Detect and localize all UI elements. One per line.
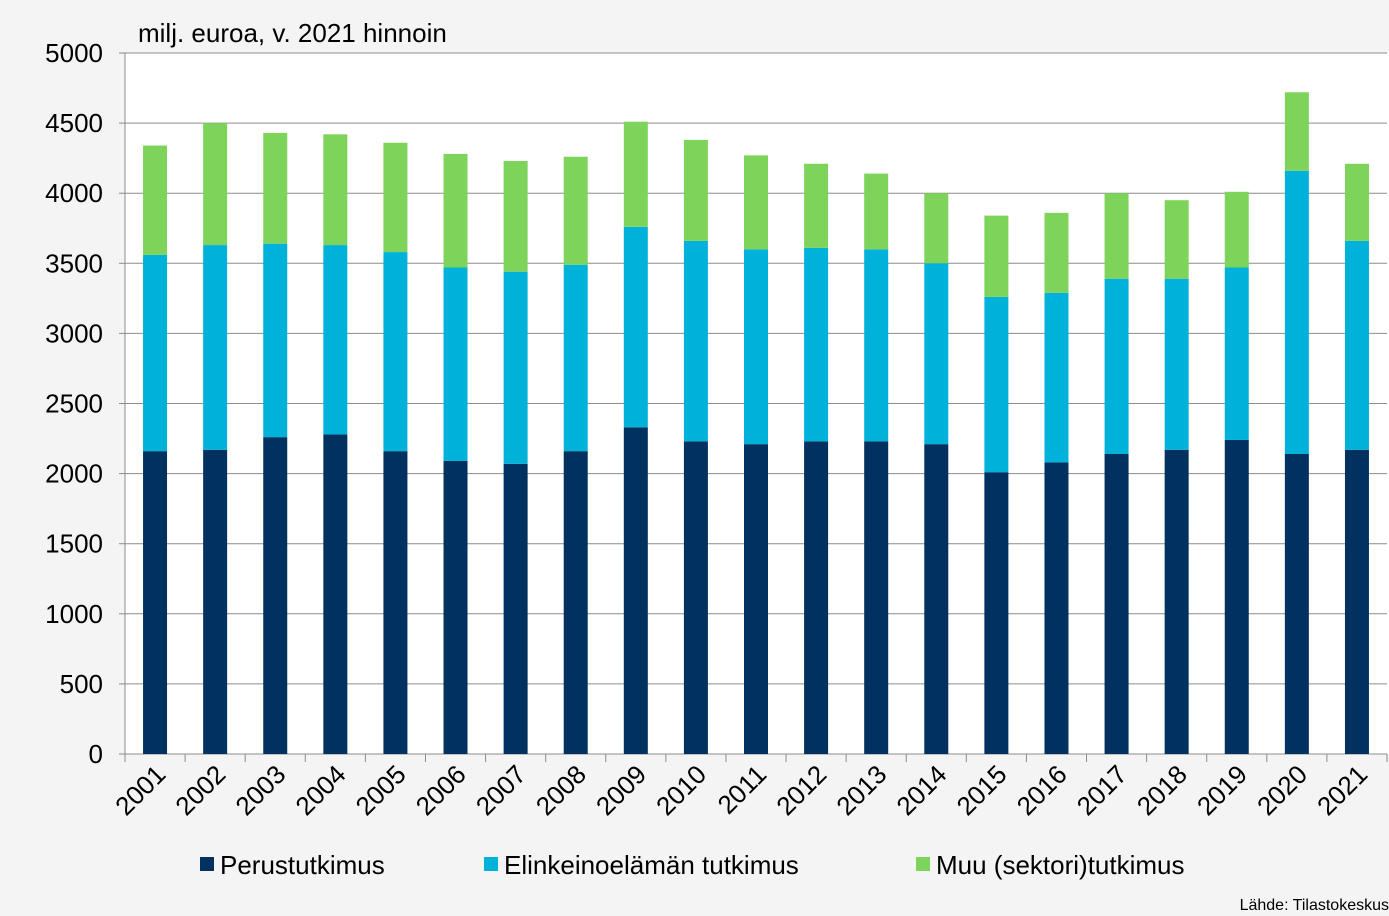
bar-segment <box>1224 267 1249 440</box>
bar-segment <box>503 160 528 272</box>
y-tick-label: 1500 <box>45 529 103 559</box>
bar-segment <box>1284 170 1309 454</box>
bar-segment <box>623 226 648 428</box>
bar-segment <box>1044 292 1069 463</box>
bar-segment <box>1104 453 1129 754</box>
bar-segment <box>563 264 588 452</box>
y-tick-label: 4000 <box>45 178 103 208</box>
bar-segment <box>1164 278 1189 450</box>
bar-segment <box>924 263 949 445</box>
y-tick-label: 2000 <box>45 459 103 489</box>
bar-segment <box>984 215 1009 297</box>
bar-segment <box>383 142 408 253</box>
bar-segment <box>683 139 708 241</box>
bar-segment <box>623 427 648 754</box>
bar-segment <box>804 247 829 442</box>
legend-label: Muu (sektori)tutkimus <box>936 850 1185 880</box>
bar-segment <box>503 463 528 754</box>
bar-segment <box>503 271 528 464</box>
bar-segment <box>1104 193 1129 279</box>
bar-segment <box>383 252 408 452</box>
bar-segment <box>563 451 588 754</box>
bar-segment <box>263 132 288 244</box>
legend-label: Elinkeinoelämän tutkimus <box>504 850 799 880</box>
bar-segment <box>1044 212 1069 293</box>
bar-segment <box>1344 449 1369 754</box>
bar-segment <box>864 249 889 442</box>
bar-segment <box>383 451 408 754</box>
y-tick-label: 4500 <box>45 108 103 138</box>
bar-segment <box>1164 200 1189 279</box>
bar-segment <box>984 296 1009 473</box>
bar-segment <box>323 245 348 435</box>
bar-segment <box>1284 92 1309 171</box>
y-tick-label: 5000 <box>45 38 103 68</box>
bar-segment <box>1104 278 1129 454</box>
bar-segment <box>443 267 468 461</box>
legend-swatch <box>916 857 930 871</box>
bar-segment <box>744 155 768 250</box>
legend-label: Perustutkimus <box>220 850 385 880</box>
bar-segment <box>744 444 768 754</box>
bar-segment <box>1284 453 1309 754</box>
bar-segment <box>924 444 949 754</box>
bar-segment <box>924 193 949 264</box>
legend-swatch <box>200 857 214 871</box>
bar-segment <box>683 240 708 442</box>
y-tick-label: 3500 <box>45 248 103 278</box>
bar-segment <box>623 121 648 227</box>
bar-segment <box>1044 462 1069 754</box>
bar-segment <box>203 123 228 246</box>
bar-segment <box>203 245 228 450</box>
bar-segment <box>984 472 1009 754</box>
y-tick-label: 0 <box>89 739 103 769</box>
bar-segment <box>263 243 288 438</box>
bar-segment <box>864 441 889 754</box>
y-tick-label: 1000 <box>45 599 103 629</box>
bar-segment <box>804 163 829 248</box>
bar-segment <box>563 156 588 265</box>
source: Lähde: Tilastokeskus <box>1240 897 1389 914</box>
bar-segment <box>443 460 468 754</box>
legend-swatch <box>484 857 498 871</box>
bar-segment <box>1224 191 1249 268</box>
bar-segment <box>744 249 768 445</box>
bar-segment <box>323 134 348 246</box>
bar-segment <box>143 451 168 754</box>
bar-segment <box>864 173 889 250</box>
y-tick-label: 2500 <box>45 389 103 419</box>
bar-segment <box>143 254 168 452</box>
bar-segment <box>203 449 228 754</box>
bar-segment <box>1344 163 1369 241</box>
bar-segment <box>804 441 829 754</box>
bar-segment <box>1164 449 1189 754</box>
bar-segment <box>323 434 348 754</box>
y-tick-label: 3000 <box>45 318 103 348</box>
y-tick-label: 500 <box>60 669 103 699</box>
bar-segment <box>683 441 708 754</box>
bar-segment <box>1224 439 1249 754</box>
bar-segment <box>443 153 468 268</box>
bar-segment <box>263 437 288 754</box>
bar-segment <box>143 145 168 255</box>
y-axis-label: milj. euroa, v. 2021 hinnoin <box>138 18 447 48</box>
bar-segment <box>1344 240 1369 450</box>
